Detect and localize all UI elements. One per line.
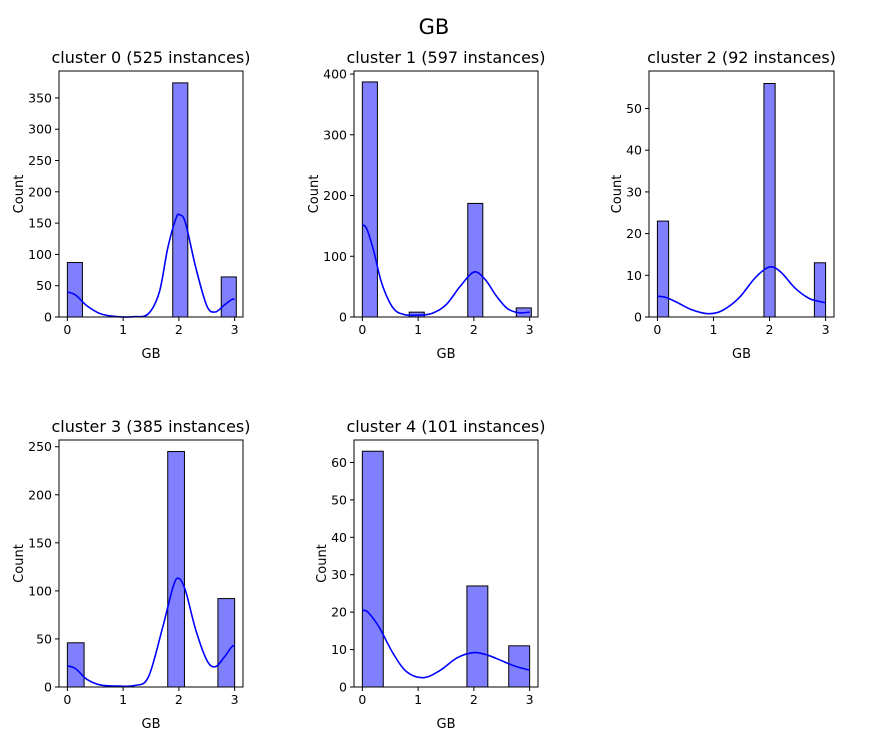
y-tick-label: 0 (339, 680, 347, 695)
y-tick-label: 100 (28, 583, 52, 598)
y-tick-label: 30 (626, 184, 642, 199)
figure-suptitle: GB (419, 15, 450, 39)
histogram-bar (466, 585, 489, 688)
kde-curve (657, 265, 826, 315)
y-tick-label: 50 (36, 631, 52, 646)
y-tick-label: 200 (28, 487, 52, 502)
y-axis-label: Count (307, 175, 322, 214)
histogram-bar (361, 81, 378, 318)
x-tick-label: 3 (822, 322, 830, 337)
y-tick-label: 100 (323, 249, 347, 264)
subplot-title: cluster 4 (101 instances) (347, 417, 546, 436)
kde-curve (67, 213, 235, 318)
axes-frame (353, 70, 539, 318)
y-tick-label: 250 (28, 153, 52, 168)
histogram-bar (66, 262, 83, 318)
histogram-bar (217, 598, 236, 688)
x-tick-label: 0 (63, 692, 71, 707)
axes-frame (58, 439, 244, 688)
x-axis-label: GB (437, 347, 456, 362)
x-axis-label: GB (142, 347, 161, 362)
histogram-bar (508, 645, 531, 688)
y-tick-label: 0 (634, 310, 642, 325)
x-tick-label: 1 (414, 322, 422, 337)
y-tick-label: 50 (36, 278, 52, 293)
y-tick-label: 0 (44, 680, 52, 695)
y-tick-label: 60 (331, 455, 347, 470)
histogram-bar (656, 220, 670, 318)
x-tick-label: 1 (414, 692, 422, 707)
y-tick-label: 20 (331, 605, 347, 620)
histogram-bar (763, 83, 776, 318)
y-tick-label: 300 (323, 127, 347, 142)
histogram-bar (467, 202, 484, 318)
y-tick-label: 300 (28, 122, 52, 137)
kde-curve (362, 609, 530, 679)
axes-frame (648, 70, 835, 318)
y-tick-label: 400 (323, 67, 347, 82)
y-axis-label: Count (12, 544, 27, 583)
subplot-cluster-0: 0 1 2 3 0 50 100 150 200 250 300 350 cluster 0 (525 … (12, 48, 251, 362)
subplot-title: cluster 2 (92 instances) (647, 48, 836, 67)
y-tick-label: 200 (28, 184, 52, 199)
y-tick-label: 40 (331, 530, 347, 545)
x-tick-label: 1 (709, 322, 717, 337)
y-axis-label: Count (610, 175, 625, 214)
y-tick-label: 200 (323, 188, 347, 203)
kde-curve (67, 577, 236, 688)
y-tick-label: 50 (331, 492, 347, 507)
subplot-title: cluster 1 (597 instances) (347, 48, 546, 67)
x-tick-label: 1 (119, 322, 127, 337)
subplot-title: cluster 0 (525 instances) (52, 48, 251, 67)
x-tick-label: 1 (119, 692, 127, 707)
y-tick-label: 0 (339, 310, 347, 325)
x-tick-label: 3 (231, 692, 239, 707)
x-tick-label: 3 (526, 322, 534, 337)
x-tick-label: 3 (526, 692, 534, 707)
axes-frame (58, 70, 244, 318)
y-tick-label: 100 (28, 247, 52, 262)
x-tick-label: 0 (358, 322, 366, 337)
histogram-bar (361, 450, 384, 688)
x-tick-label: 0 (358, 692, 366, 707)
y-axis-label: Count (12, 175, 27, 214)
y-tick-label: 50 (626, 101, 642, 116)
y-tick-label: 10 (626, 268, 642, 283)
y-tick-label: 40 (626, 143, 642, 158)
x-tick-label: 3 (231, 322, 239, 337)
x-axis-label: GB (142, 717, 161, 731)
y-axis-label: Count (315, 544, 330, 583)
x-tick-label: 0 (63, 322, 71, 337)
y-tick-label: 10 (331, 642, 347, 657)
histogram-bar (66, 642, 85, 688)
y-tick-label: 150 (28, 535, 52, 550)
histogram-bar (167, 451, 185, 688)
x-tick-label: 2 (470, 692, 478, 707)
x-tick-label: 2 (175, 322, 183, 337)
x-tick-label: 2 (175, 692, 183, 707)
x-tick-label: 2 (766, 322, 774, 337)
histogram-bar (220, 276, 237, 318)
y-tick-label: 20 (626, 226, 642, 241)
axes-frame (353, 439, 539, 688)
histogram-bar (813, 262, 827, 318)
y-tick-label: 0 (44, 310, 52, 325)
subplot-title: cluster 3 (385 instances) (52, 417, 251, 436)
y-tick-label: 30 (331, 567, 347, 582)
x-tick-label: 0 (653, 322, 661, 337)
y-tick-label: 350 (28, 90, 52, 105)
x-axis-label: GB (732, 347, 751, 362)
y-tick-label: 250 (28, 439, 52, 454)
x-tick-label: 2 (470, 322, 478, 337)
x-axis-label: GB (437, 717, 456, 731)
kde-curve (361, 224, 530, 317)
histogram-bar (172, 82, 189, 318)
y-tick-label: 150 (28, 216, 52, 231)
